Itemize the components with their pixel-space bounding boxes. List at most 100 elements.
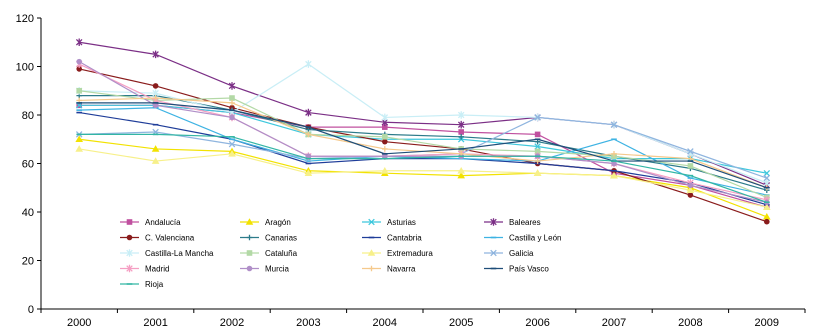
x-tick-label: 2008 [678, 317, 702, 329]
data-point [382, 124, 388, 130]
legend-label: Baleares [509, 218, 541, 227]
data-point [229, 114, 235, 121]
series-3 [75, 38, 771, 190]
data-point [382, 138, 388, 145]
x-tick-label: 2002 [220, 317, 244, 329]
legend-item: Cataluña [240, 249, 298, 258]
data-point [534, 131, 541, 138]
data-point [763, 203, 771, 210]
data-point [76, 58, 82, 65]
data-point [382, 146, 388, 152]
data-point [381, 113, 389, 122]
series-line [78, 61, 767, 203]
series-line [79, 133, 767, 203]
data-point [381, 166, 389, 174]
x-tick-label: 2001 [143, 317, 167, 329]
data-point [611, 160, 617, 167]
data-point [457, 111, 465, 119]
legend-label: Canarias [265, 234, 297, 243]
data-point [75, 38, 83, 47]
series-line [79, 138, 768, 218]
data-point [382, 134, 388, 140]
data-point [687, 148, 694, 155]
legend-label: Rioja [145, 280, 164, 289]
x-tick-label: 2003 [296, 317, 320, 329]
legend-item: Navarra [362, 265, 416, 274]
data-point [368, 218, 375, 226]
legend-item: Rioja [120, 280, 164, 289]
series-line [79, 102, 767, 189]
data-point [367, 249, 376, 256]
data-point [686, 186, 695, 193]
legend-item: Murcia [240, 265, 290, 274]
data-point [457, 171, 465, 179]
data-point [152, 50, 159, 59]
series-line [79, 116, 767, 179]
data-point [534, 143, 541, 150]
series-12 [75, 60, 771, 204]
data-point [228, 140, 236, 148]
series-line [79, 148, 767, 208]
data-point [687, 192, 694, 198]
chart-axes: 0 20 40 60 80 100 120 2000 2001 2002 2003 2004 2005 2… [16, 13, 806, 329]
data-point [764, 218, 770, 225]
legend-label: Cataluña [265, 249, 298, 258]
x-tick-label: 2004 [373, 317, 397, 329]
legend-item: Cantabria [362, 234, 422, 243]
data-point [610, 171, 618, 179]
data-point [458, 129, 464, 135]
legend-item: Castilla-La Mancha [120, 249, 214, 258]
legend-label: Castilla y León [509, 234, 561, 243]
data-point [126, 264, 133, 273]
data-point [763, 174, 771, 182]
series-4 [76, 66, 770, 225]
x-tick-label: 2005 [449, 317, 473, 329]
series-line [79, 111, 767, 206]
data-point [245, 218, 254, 225]
data-point [75, 145, 83, 152]
y-tick-label: 40 [22, 207, 34, 219]
legend-item: C. Valenciana [120, 234, 195, 243]
data-point [152, 95, 159, 101]
legend-item: Aragón [240, 218, 291, 227]
data-point [228, 150, 236, 157]
series-16 [76, 133, 770, 204]
legend-item: Madrid [120, 265, 169, 274]
series-line [78, 63, 767, 201]
data-point [534, 148, 541, 155]
data-point [457, 120, 465, 129]
legend-label: Cantabria [387, 234, 422, 243]
y-tick-label: 0 [28, 304, 34, 316]
data-point [76, 66, 82, 72]
data-point [151, 145, 160, 152]
y-tick-label: 100 [16, 62, 34, 74]
data-point [457, 166, 465, 174]
series-10 [75, 145, 771, 210]
legend-label: Murcia [265, 265, 290, 274]
data-point [763, 213, 771, 220]
data-point [126, 219, 133, 225]
series-line [79, 68, 767, 223]
data-point [534, 158, 541, 164]
data-point [382, 153, 388, 160]
data-point [305, 108, 312, 117]
series-13 [76, 58, 770, 206]
data-point [687, 182, 694, 189]
legend: Andalucía Aragón Asturias Baleares C. Valenc… [120, 218, 561, 289]
legend-item: Castilla y León [484, 234, 561, 243]
legend-label: Asturias [387, 218, 416, 227]
legend-label: Andalucía [145, 218, 181, 227]
data-point [246, 250, 253, 256]
y-tick-label: 80 [22, 110, 34, 122]
y-tick-label: 60 [22, 159, 34, 171]
data-point [228, 82, 236, 90]
legend-label: Galicia [509, 249, 534, 258]
data-point [151, 157, 160, 164]
data-point [229, 95, 235, 101]
legend-item: Canarias [240, 234, 297, 243]
y-tick-label: 120 [16, 13, 34, 25]
legend-label: Aragón [265, 218, 291, 227]
legend-item: Extremadura [362, 249, 433, 258]
data-point [246, 234, 253, 241]
